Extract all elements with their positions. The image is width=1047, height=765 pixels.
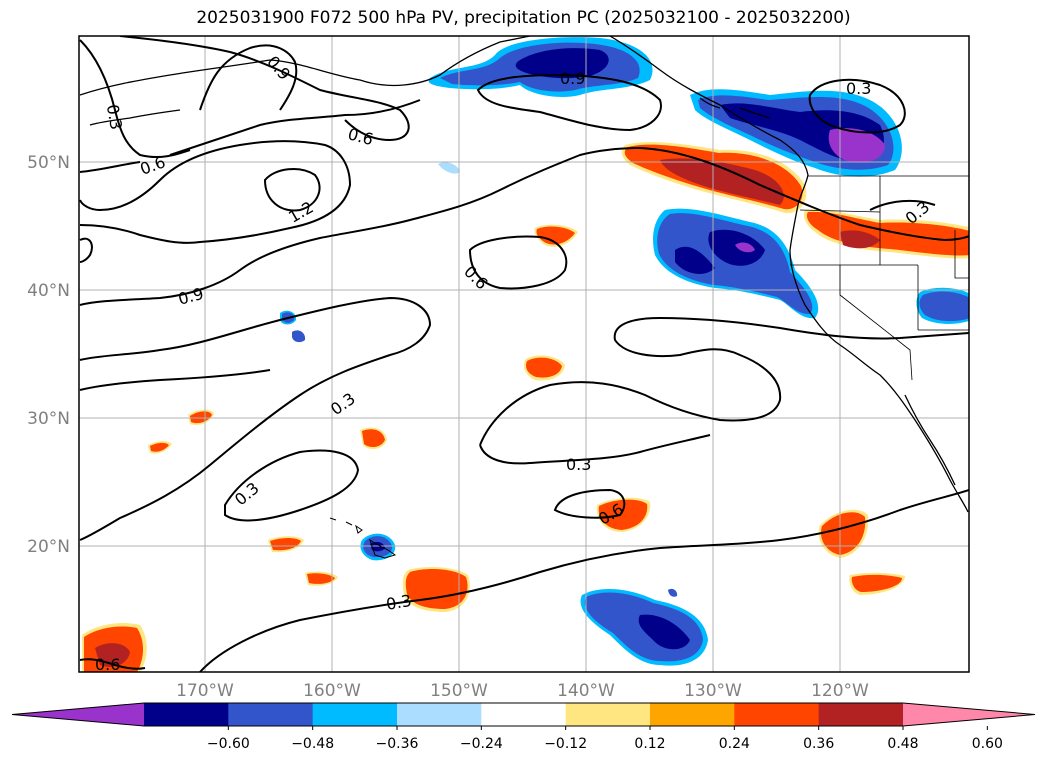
lat-label: 20°N: [27, 537, 70, 557]
lon-label: 160°W: [303, 681, 361, 701]
contour-line: [808, 78, 906, 134]
pv-contours: [79, 36, 969, 672]
colorbar-tick-label: −0.24: [460, 736, 503, 752]
contour-label: 0.3: [846, 79, 871, 98]
contour-label: 0.6: [95, 655, 120, 674]
contour-line: [79, 140, 352, 244]
contour-line: [79, 369, 271, 391]
contour-line: [553, 488, 626, 519]
colorbar-tick-label: 0.48: [887, 736, 918, 752]
contour-line: [79, 39, 191, 159]
contour-label: 0.3: [103, 103, 126, 131]
lat-label: 50°N: [27, 153, 70, 173]
colorbar-swatch: [12, 703, 144, 726]
map-frame: [78, 35, 970, 673]
contour-line: [224, 449, 360, 522]
colorbar-swatch: [650, 703, 735, 726]
colorbar-tick-label: 0.12: [634, 736, 665, 752]
colorbar-outline: [11, 702, 1036, 727]
coastlines: [79, 36, 969, 513]
contour-line: [476, 73, 662, 132]
colorbar-tick-label: 0.60: [972, 736, 1003, 752]
contour-label: 0.3: [566, 455, 591, 474]
colorbar: −0.60 −0.48 −0.36 −0.24 −0.12 0.12 0.24 0.36 0.4…: [11, 702, 1036, 752]
colorbar-tick-label: −0.36: [376, 736, 419, 752]
colorbar-swatch: [312, 703, 398, 726]
colorbar-swatch: [397, 703, 482, 726]
contour-line: [79, 296, 432, 541]
lat-label: 30°N: [27, 409, 70, 429]
contour-line: [79, 658, 146, 670]
lon-label: 170°W: [176, 681, 234, 701]
contour-line: [479, 434, 711, 465]
contour-line: [119, 36, 410, 142]
contour-line: [869, 199, 936, 211]
contour-line: [199, 44, 298, 111]
colorbar-swatch: [903, 703, 1035, 726]
gridlines: [79, 36, 969, 672]
state-borders: [790, 175, 969, 381]
colorbar-swatch: [734, 703, 820, 726]
colorbar-tick-label: 0.36: [803, 736, 834, 752]
contour-line: [639, 147, 969, 242]
contour-label: 0.3: [385, 591, 413, 614]
contour-line: [199, 489, 969, 672]
colorbar-swatch: [481, 703, 567, 726]
contour-label: 0.9: [560, 69, 585, 88]
colorbar-tick-label: −0.60: [207, 736, 250, 752]
contour-line: [479, 316, 969, 446]
longitude-labels: 170°W 160°W 150°W 140°W 130°W 120°W: [176, 681, 869, 701]
contour-line: [263, 168, 321, 212]
contour-labels: 0.9 0.3 0.6 0.6 1.2 0.9 0.9 0.6 0.3 0.3 …: [95, 52, 933, 674]
contour-line: [79, 99, 421, 173]
colorbar-tick-label: −0.12: [544, 736, 587, 752]
precip-negative-anomalies: [280, 37, 969, 666]
hawaii-islands: [329, 517, 397, 559]
precip-positive-anomalies: [82, 142, 969, 672]
plot-area: 0.9 0.3 0.6 0.6 1.2 0.9 0.9 0.6 0.3 0.3 …: [79, 36, 969, 674]
contour-line: [79, 147, 641, 306]
colorbar-tick-label: −0.48: [291, 736, 334, 752]
lon-label: 150°W: [430, 681, 488, 701]
lon-label: 140°W: [557, 681, 615, 701]
colorbar-swatch: [818, 703, 904, 726]
lon-label: 130°W: [684, 681, 742, 701]
lat-label: 40°N: [27, 281, 70, 301]
contour-line: [468, 235, 568, 290]
colorbar-swatch: [565, 703, 651, 726]
latitude-labels: 50°N 40°N 30°N 20°N: [27, 153, 70, 557]
colorbar-tick-label: 0.24: [719, 736, 750, 752]
map-title: 2025031900 F072 500 hPa PV, precipitatio…: [196, 8, 851, 28]
colorbar-swatch: [144, 703, 229, 726]
colorbar-swatch: [228, 703, 314, 726]
contour-line: [79, 237, 93, 263]
lon-label: 120°W: [811, 681, 869, 701]
